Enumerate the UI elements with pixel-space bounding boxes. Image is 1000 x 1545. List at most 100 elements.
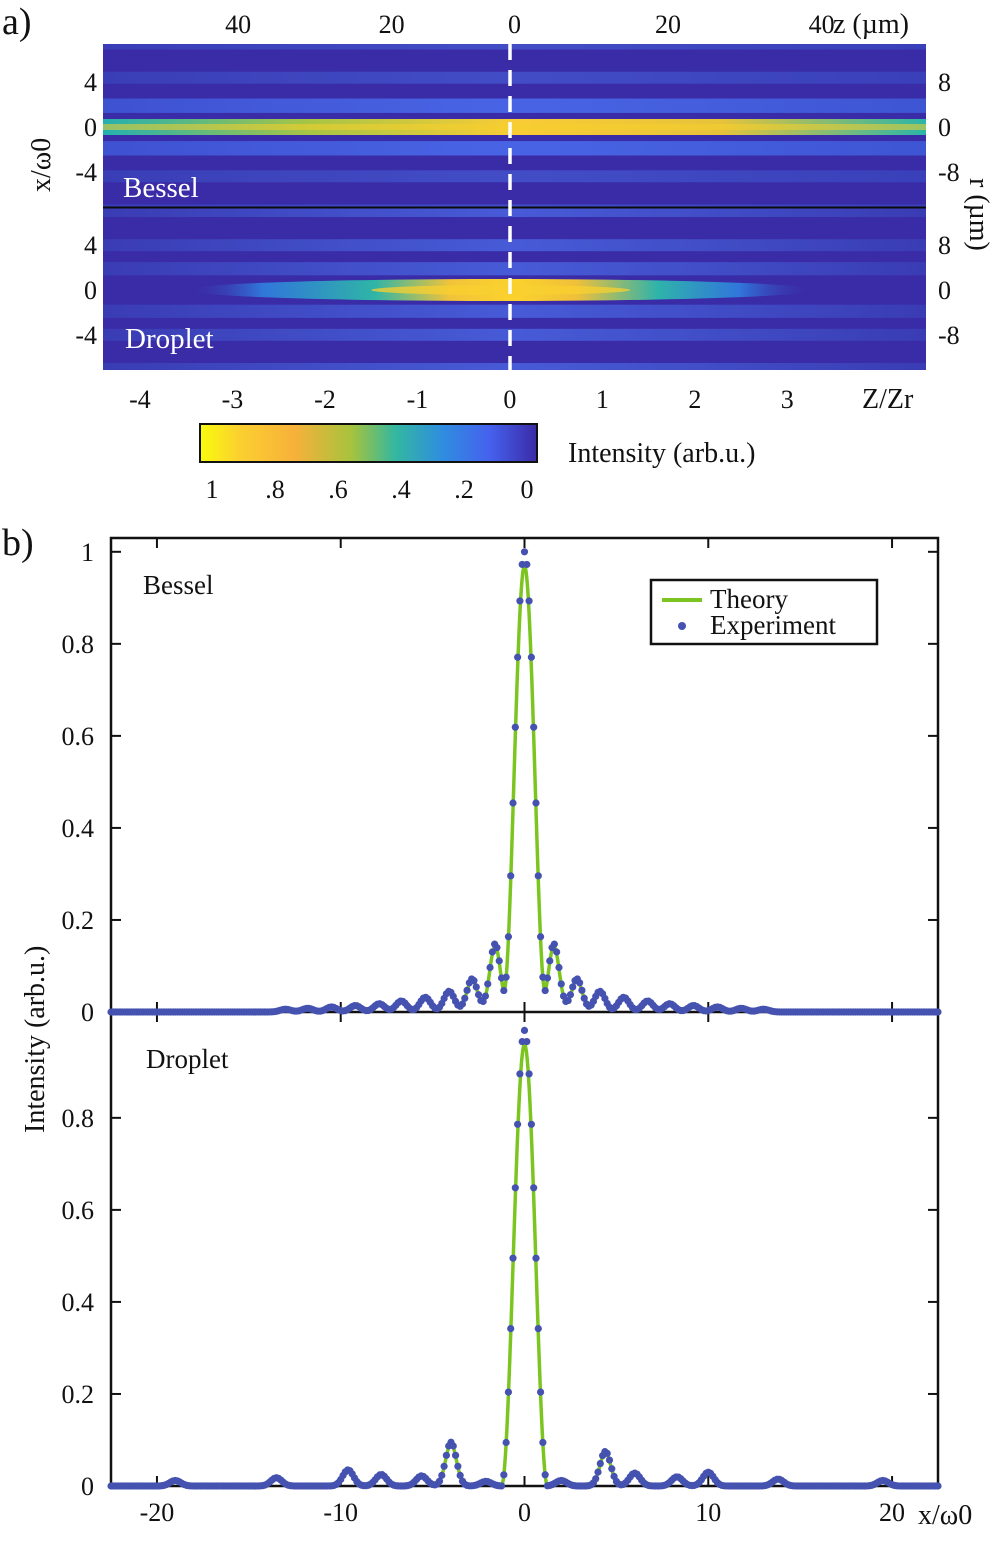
- top-tick-label: 40: [225, 10, 251, 39]
- experiment-point: [470, 977, 478, 985]
- experiment-point: [578, 986, 586, 994]
- experiment-point: [497, 1482, 506, 1490]
- profile-y-tick-label: 1: [81, 538, 94, 567]
- bessel-side-lobe: [103, 204, 926, 207]
- right-tick-label-bessel: 8: [938, 68, 951, 97]
- experiment-point: [486, 963, 494, 972]
- experiment-point: [541, 1471, 549, 1479]
- left-tick-label-droplet: 4: [84, 231, 97, 260]
- experiment-point: [481, 992, 490, 1000]
- experiment-point: [559, 992, 568, 1000]
- bottom-tick-label: -1: [407, 385, 429, 414]
- droplet-side-lobe: [103, 304, 926, 318]
- profile-y-tick-label: 0.4: [62, 814, 95, 843]
- experiment-point: [539, 1438, 547, 1447]
- droplet-central-core: [371, 285, 631, 295]
- profile-ylabel: Intensity (arb.u.): [20, 946, 51, 1133]
- experiment-point: [608, 1465, 616, 1473]
- experiment-point: [605, 1456, 614, 1464]
- experiment-point: [495, 957, 503, 965]
- right-axis-label: r (µm): [963, 178, 994, 251]
- experiment-point: [516, 597, 524, 605]
- heatmap-axes: z (µm) Z/Zr x/ω0 r (µm) -4 -3 -2 -1 0 1 2 340 20…: [26, 9, 994, 415]
- experiment-point: [511, 1184, 519, 1192]
- bessel-side-lobe: [103, 141, 926, 156]
- colorbar-label: Intensity (arb.u.): [568, 438, 755, 469]
- bottom-tick-label: 1: [596, 385, 609, 414]
- experiment-point: [603, 1449, 611, 1457]
- profile-bessel-label: Bessel: [143, 570, 214, 600]
- bottom-tick-label: 0: [503, 385, 516, 414]
- experiment-point: [504, 933, 513, 941]
- legend-experiment-swatch: [678, 622, 686, 630]
- experiment-point: [596, 1459, 604, 1468]
- experiment-point: [449, 1442, 457, 1450]
- experiment-point: [516, 1070, 524, 1078]
- heatmap-bessel: Bessel: [103, 44, 926, 207]
- experiment-point: [520, 1026, 529, 1035]
- experiment-point: [527, 1120, 535, 1128]
- colorbar: Intensity (arb.u.) 1 .8 .6 .4 .2 0: [199, 423, 755, 504]
- top-tick-label: 20: [655, 10, 681, 39]
- top-axis-label: z (µm): [833, 9, 909, 40]
- experiment-point: [442, 1451, 450, 1459]
- bottom-axis-label: Z/Zr: [862, 384, 914, 415]
- droplet-side-lobe: [103, 328, 926, 341]
- profile-x-tick-label: 10: [695, 1498, 721, 1527]
- experiment-point: [463, 986, 471, 994]
- left-tick-label-bessel: 4: [84, 68, 97, 97]
- experiment-point: [580, 994, 588, 1002]
- experiment-point: [527, 653, 535, 661]
- experiment-point: [514, 1120, 522, 1128]
- profile-y-tick-label: 0.8: [62, 1104, 95, 1133]
- heatmap-bessel-label: Bessel: [123, 172, 199, 204]
- experiment-point: [525, 597, 533, 605]
- colorbar-tick-label: .2: [454, 475, 474, 504]
- legend: Theory Experiment: [649, 578, 879, 646]
- profile-xlabel: x/ω0: [918, 1500, 972, 1531]
- experiment-point: [546, 957, 554, 965]
- experiment-point: [507, 872, 515, 880]
- colorbar-tick-label: .4: [391, 475, 411, 504]
- experiment-point: [564, 996, 572, 1005]
- profile-x-tick-label: 0: [518, 1498, 531, 1527]
- experiment-point: [451, 1451, 460, 1459]
- heatmap-droplet-label: Droplet: [125, 323, 214, 355]
- experiment-point: [534, 872, 542, 880]
- profile-y-tick-label: 0.2: [62, 1380, 95, 1409]
- experiment-point: [500, 1471, 508, 1479]
- bottom-tick-label: -3: [222, 385, 244, 414]
- bessel-side-lobe: [103, 98, 926, 113]
- experiment-point: [543, 974, 552, 982]
- bessel-side-lobe: [103, 170, 926, 183]
- experiment-point: [474, 991, 483, 999]
- profile-x-tick-label: -20: [140, 1498, 175, 1527]
- experiment-point: [458, 1000, 467, 1008]
- experiment-point: [934, 1482, 942, 1490]
- droplet-side-lobe: [103, 262, 926, 276]
- droplet-side-lobe: [103, 239, 926, 252]
- profile-y-tick-label: 0.6: [62, 1196, 95, 1225]
- experiment-point: [484, 980, 492, 988]
- experiment-point: [576, 979, 584, 987]
- experiment-point: [534, 1325, 542, 1333]
- experiment-point: [502, 973, 510, 981]
- experiment-point: [438, 1471, 446, 1479]
- experiment-point: [523, 560, 531, 569]
- theory-curve: [111, 1040, 938, 1488]
- left-tick-label-bessel: -4: [75, 158, 97, 187]
- profile-y-tick-label: 0.2: [62, 906, 95, 935]
- experiment-point: [525, 1070, 533, 1078]
- heatmap-droplet: Droplet: [103, 208, 926, 370]
- experiment-point: [532, 1254, 540, 1262]
- legend-theory-label: Theory: [710, 584, 788, 614]
- panel-a-label: a): [2, 1, 32, 43]
- experiment-point: [523, 1037, 531, 1046]
- experiment-point: [504, 1388, 513, 1396]
- right-tick-label-bessel: 0: [938, 113, 951, 142]
- experiment-point: [934, 1008, 942, 1016]
- experiment-point: [566, 991, 575, 999]
- experiment-point: [507, 1325, 515, 1333]
- bottom-tick-label: 2: [688, 385, 701, 414]
- experiment-point: [594, 1468, 602, 1476]
